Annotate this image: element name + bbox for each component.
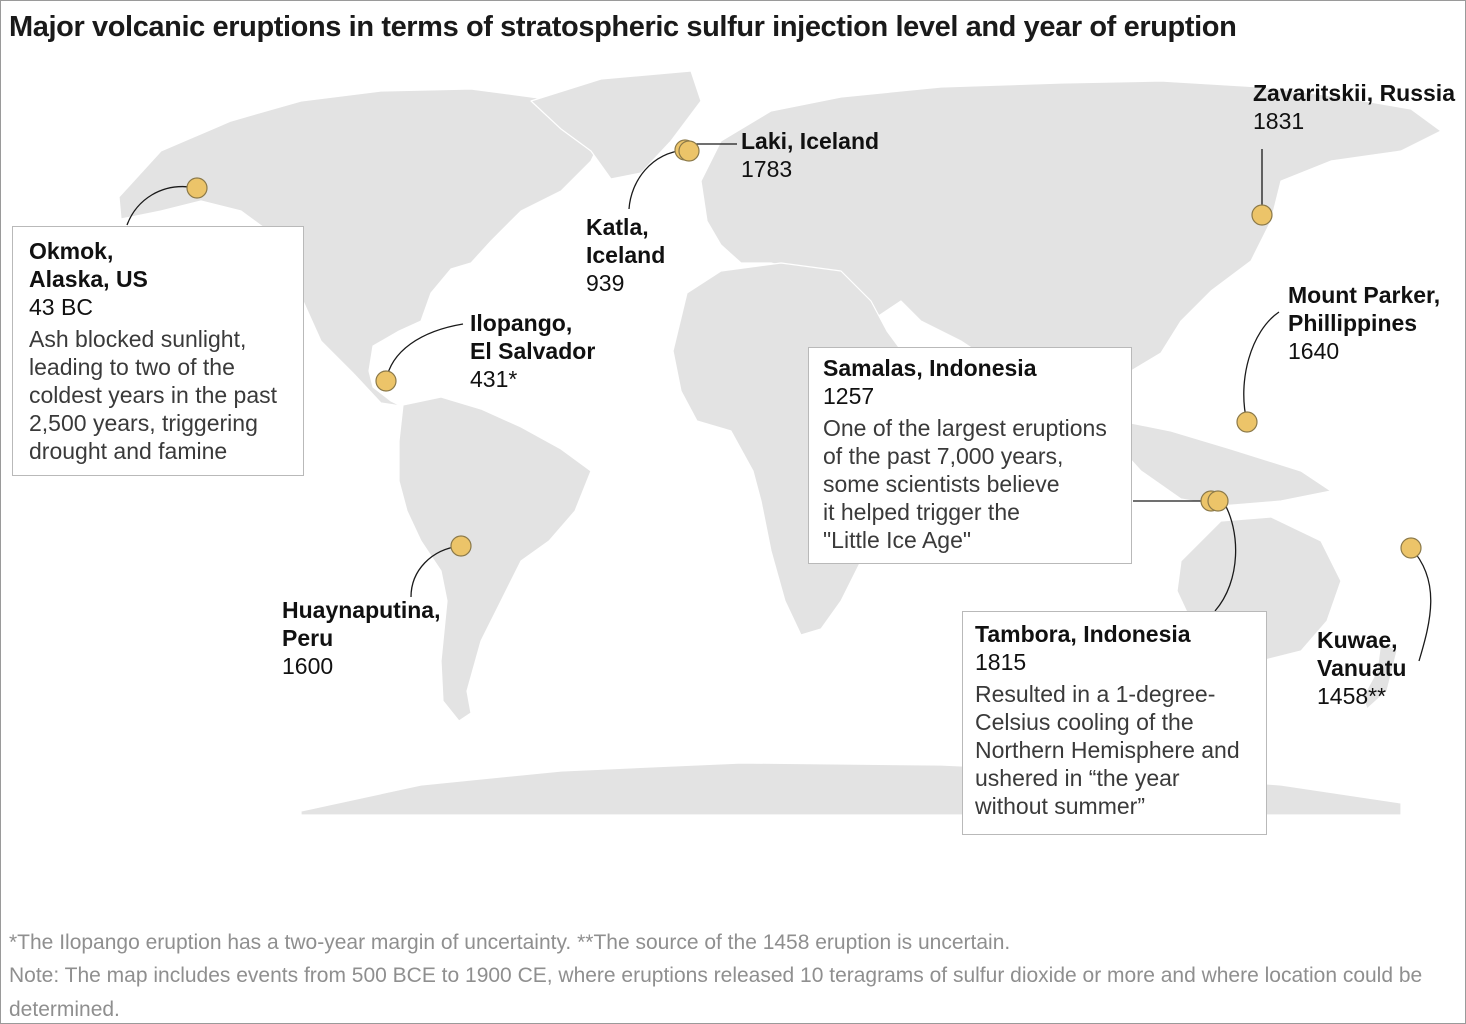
kuwae-label: Kuwae, Vanuatu 1458** — [1317, 626, 1406, 710]
land-maritime-southeast-asia — [1120, 420, 1332, 507]
uncertainty-footnote: *The Ilopango eruption has a two-year ma… — [9, 931, 1011, 954]
huaynaputina-year: 1600 — [282, 653, 334, 679]
huaynaputina-marker — [450, 535, 472, 557]
katla-name: Katla, Iceland — [586, 214, 666, 268]
okmok-year: 43 BC — [29, 294, 93, 320]
laki-label: Laki, Iceland 1783 — [741, 127, 879, 183]
samalas-year: 1257 — [823, 383, 875, 409]
ilopango-year: 431* — [470, 366, 518, 392]
tambora-description: Resulted in a 1-degree- Celsius cooling … — [975, 681, 1240, 819]
huaynaputina-name: Huaynaputina, Peru — [282, 597, 441, 651]
okmok-name: Okmok, Alaska, US — [29, 238, 148, 292]
katla-year: 939 — [586, 270, 625, 296]
kuwae-marker — [1400, 537, 1422, 559]
tambora-leader — [1214, 500, 1237, 612]
laki-name: Laki, Iceland — [741, 128, 880, 154]
katla-label: Katla, Iceland 939 — [586, 213, 665, 297]
mount-parker-marker — [1236, 411, 1258, 433]
land-south-america — [398, 396, 592, 722]
laki-marker — [678, 140, 700, 162]
tambora-marker — [1207, 490, 1229, 512]
zavaritskii-marker — [1251, 204, 1273, 226]
mount-parker-year: 1640 — [1288, 338, 1340, 364]
laki-year: 1783 — [741, 156, 793, 182]
tambora-annotation: Tambora, Indonesia 1815 Resulted in a 1-… — [962, 611, 1267, 835]
tambora-year: 1815 — [975, 649, 1027, 675]
okmok-description: Ash blocked sunlight, leading to two of … — [29, 326, 278, 464]
methodology-note: Note: The map includes events from 500 B… — [9, 964, 1423, 1021]
eruption-markers — [186, 139, 1422, 559]
mount-parker-leader — [1243, 311, 1280, 423]
huaynaputina-label: Huaynaputina, Peru 1600 — [282, 596, 440, 680]
samalas-name: Samalas, Indonesia — [823, 355, 1037, 381]
kuwae-name: Kuwae, Vanuatu — [1317, 627, 1407, 681]
ilopango-name: Ilopango, El Salvador — [470, 310, 596, 364]
okmok-marker — [186, 177, 208, 199]
samalas-annotation: Samalas, Indonesia 1257 One of the large… — [808, 347, 1132, 564]
mount-parker-name: Mount Parker, Phillippines — [1288, 282, 1441, 336]
land-greenland — [530, 70, 702, 180]
ilopango-leader — [385, 323, 464, 382]
ilopango-marker — [375, 370, 397, 392]
map-title: Major volcanic eruptions in terms of str… — [9, 11, 1237, 43]
mount-parker-label: Mount Parker, Phillippines 1640 — [1288, 281, 1440, 365]
kuwae-year: 1458** — [1317, 683, 1387, 709]
samalas-description: One of the largest eruptions of the past… — [823, 415, 1107, 553]
okmok-annotation: Okmok, Alaska, US 43 BC Ash blocked sunl… — [12, 226, 304, 476]
kuwae-leader — [1410, 547, 1432, 662]
zavaritskii-name: Zavaritskii, Russia — [1253, 80, 1455, 106]
tambora-name: Tambora, Indonesia — [975, 621, 1191, 647]
zavaritskii-year: 1831 — [1253, 108, 1305, 134]
ilopango-label: Ilopango, El Salvador 431* — [470, 309, 595, 393]
zavaritskii-label: Zavaritskii, Russia 1831 — [1253, 79, 1455, 135]
land-new-zealand — [1362, 640, 1398, 710]
